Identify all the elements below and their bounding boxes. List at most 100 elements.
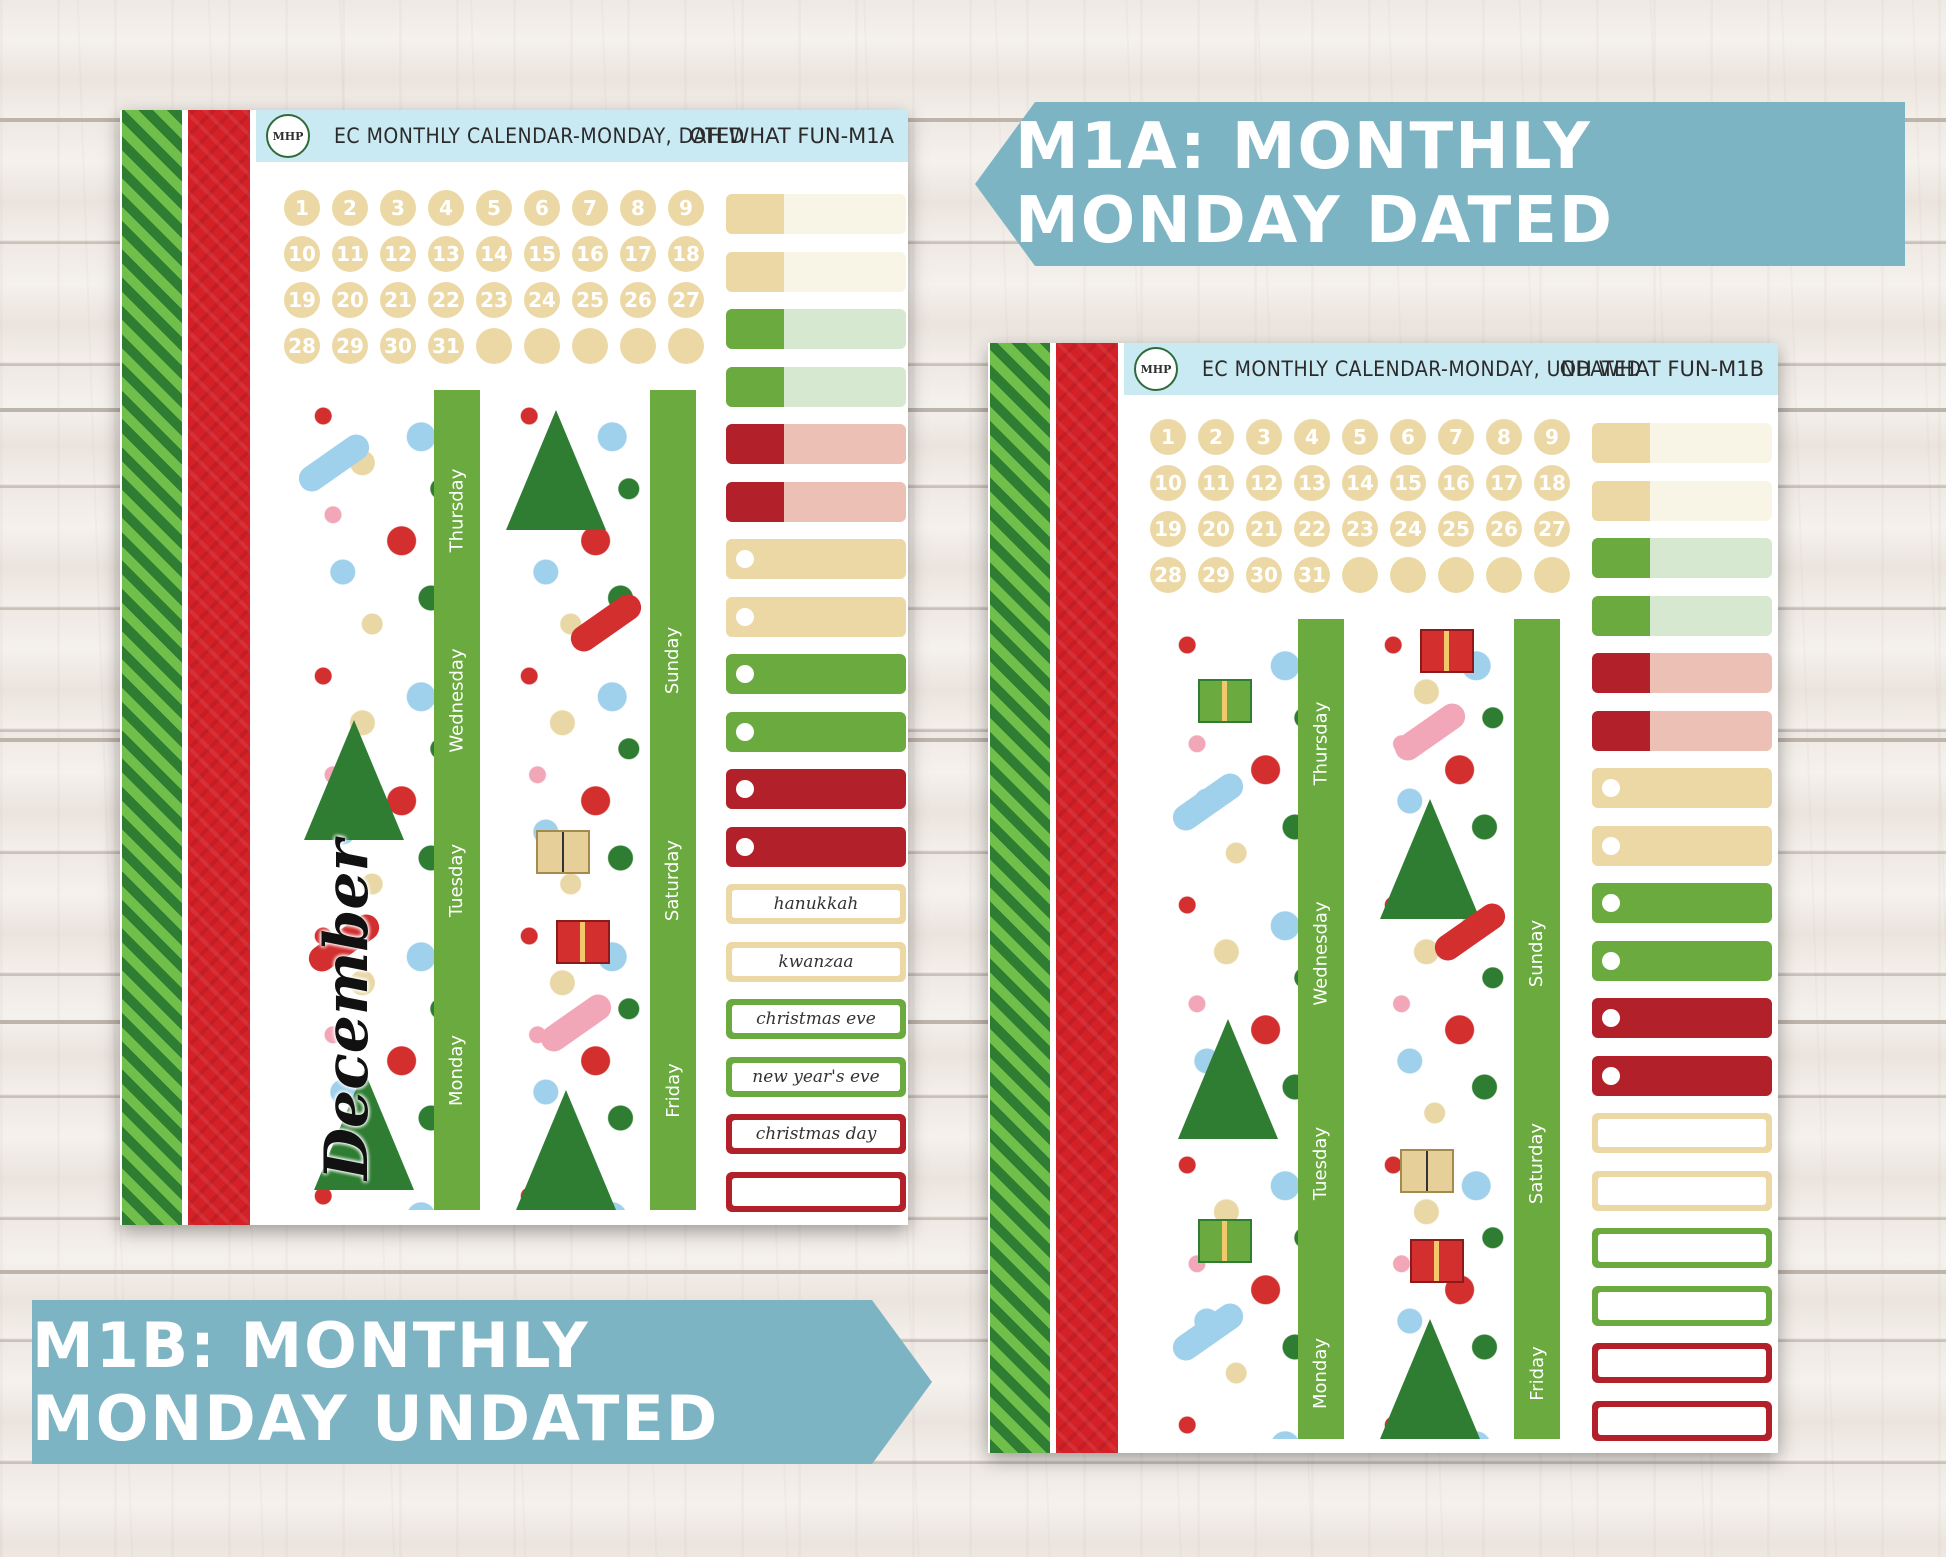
sheet-header: MHP EC MONTHLY CALENDAR-MONDAY, UNDATED …	[1124, 343, 1778, 395]
green-stripe-washi	[990, 343, 1050, 1453]
holiday-text: kwanzaa	[732, 948, 900, 976]
holiday-text	[1598, 1119, 1766, 1147]
banner-m1a: M1A: MONTHLY MONDAY DATED	[975, 102, 1905, 266]
holiday-text: christmas eve	[732, 1005, 900, 1033]
split-box-sticker	[1592, 711, 1772, 751]
outline-label-sticker	[1592, 1343, 1772, 1383]
date-dot: 5	[1342, 419, 1378, 455]
outline-label-sticker	[1592, 1286, 1772, 1326]
tag-hole	[1602, 1009, 1620, 1027]
date-dot: 18	[1534, 465, 1570, 501]
split-box-sticker	[726, 367, 906, 407]
sheet-code: OH WHAT FUN-M1B	[1559, 357, 1764, 381]
day-label: Sunday	[1526, 919, 1548, 987]
candy-icon	[565, 589, 647, 657]
date-dot: 15	[524, 236, 560, 272]
day-label: Wednesday	[446, 647, 468, 753]
date-dot: 23	[476, 282, 512, 318]
date-dot: 23	[1342, 511, 1378, 547]
tag-hole	[1602, 779, 1620, 797]
split-box-sticker	[1592, 423, 1772, 463]
date-dot	[1390, 557, 1426, 593]
date-dot: 12	[1246, 465, 1282, 501]
outline-label-sticker: christmas eve	[726, 999, 906, 1039]
date-dot: 14	[1342, 465, 1378, 501]
split-box-sticker	[1592, 653, 1772, 693]
day-label: Monday	[446, 1034, 468, 1106]
date-dot: 7	[572, 190, 608, 226]
date-dot: 18	[668, 236, 704, 272]
date-dot: 19	[284, 282, 320, 318]
mhp-logo: MHP	[266, 114, 310, 158]
date-dot: 28	[284, 328, 320, 364]
date-dot: 19	[1150, 511, 1186, 547]
date-dot: 8	[1486, 419, 1522, 455]
gift-icon	[1198, 679, 1252, 723]
sheet-title: EC MONTHLY CALENDAR-MONDAY, UNDATED	[1202, 357, 1642, 381]
tag-hole	[1602, 837, 1620, 855]
outline-label-sticker	[1592, 1113, 1772, 1153]
outline-label-sticker: christmas day	[726, 1114, 906, 1154]
date-dot: 17	[1486, 465, 1522, 501]
date-dot: 20	[1198, 511, 1234, 547]
date-dot	[1438, 557, 1474, 593]
date-dot: 28	[1150, 557, 1186, 593]
outline-label-sticker: kwanzaa	[726, 942, 906, 982]
date-dot: 9	[668, 190, 704, 226]
day-label: Saturday	[662, 839, 684, 921]
split-box-sticker	[1592, 596, 1772, 636]
holiday-text: christmas day	[732, 1120, 900, 1148]
date-dot: 31	[428, 328, 464, 364]
tag-label-sticker	[1592, 826, 1772, 866]
date-dot: 24	[1390, 511, 1426, 547]
tag-hole	[736, 723, 754, 741]
candy-icon	[1167, 768, 1249, 836]
tree-icon	[506, 410, 606, 530]
date-dot: 13	[428, 236, 464, 272]
tag-label-sticker	[1592, 941, 1772, 981]
tag-label-sticker	[1592, 768, 1772, 808]
date-dot: 26	[1486, 511, 1522, 547]
date-dot: 2	[1198, 419, 1234, 455]
holiday-text: hanukkah	[732, 890, 900, 918]
date-dot	[476, 328, 512, 364]
date-dot: 3	[380, 190, 416, 226]
banner-m1b: M1B: MONTHLY MONDAY UNDATED	[32, 1300, 932, 1464]
date-dots-grid: 1 2 3 4 5 6 7 8 9 10 11 12 13 14 15 16 17 18 19 20 21 22 23 24 2…	[1150, 419, 1570, 593]
tag-label-sticker	[1592, 883, 1772, 923]
holiday-text	[1598, 1292, 1766, 1320]
date-dot: 6	[1390, 419, 1426, 455]
candy-icon	[1389, 698, 1471, 766]
gift-icon	[1400, 1149, 1454, 1193]
tag-label-sticker	[726, 597, 906, 637]
date-dots-grid: 1 2 3 4 5 6 7 8 9 10 11 12 13 14 15 16 17 18 19 20 21 22 23 24 2…	[284, 190, 704, 364]
tree-icon	[1380, 799, 1480, 919]
tag-hole	[1602, 952, 1620, 970]
candy-icon	[535, 989, 617, 1057]
day-strip	[1514, 619, 1560, 1439]
day-label: Saturday	[1526, 1122, 1548, 1204]
sheet-code: OH WHAT FUN-M1A	[689, 124, 894, 148]
day-strip	[434, 390, 480, 1210]
day-label: Thursday	[1310, 701, 1332, 785]
day-label: Friday	[662, 1062, 684, 1118]
tag-label-sticker	[726, 654, 906, 694]
gift-icon	[536, 830, 590, 874]
date-dot: 9	[1534, 419, 1570, 455]
gift-icon	[556, 920, 610, 964]
date-dot: 8	[620, 190, 656, 226]
wood-plank-gap	[0, 738, 1946, 742]
tag-label-sticker	[726, 712, 906, 752]
day-label: Sunday	[662, 626, 684, 694]
date-dot: 29	[1198, 557, 1234, 593]
date-dot: 4	[428, 190, 464, 226]
split-box-sticker	[726, 424, 906, 464]
split-box-sticker	[1592, 481, 1772, 521]
date-dot: 27	[1534, 511, 1570, 547]
tag-hole	[1602, 1067, 1620, 1085]
sheet-title: EC MONTHLY CALENDAR-MONDAY, DATED	[334, 124, 745, 148]
date-dot: 11	[332, 236, 368, 272]
day-label: Monday	[1310, 1337, 1332, 1409]
date-dot: 22	[1294, 511, 1330, 547]
date-dot: 29	[332, 328, 368, 364]
